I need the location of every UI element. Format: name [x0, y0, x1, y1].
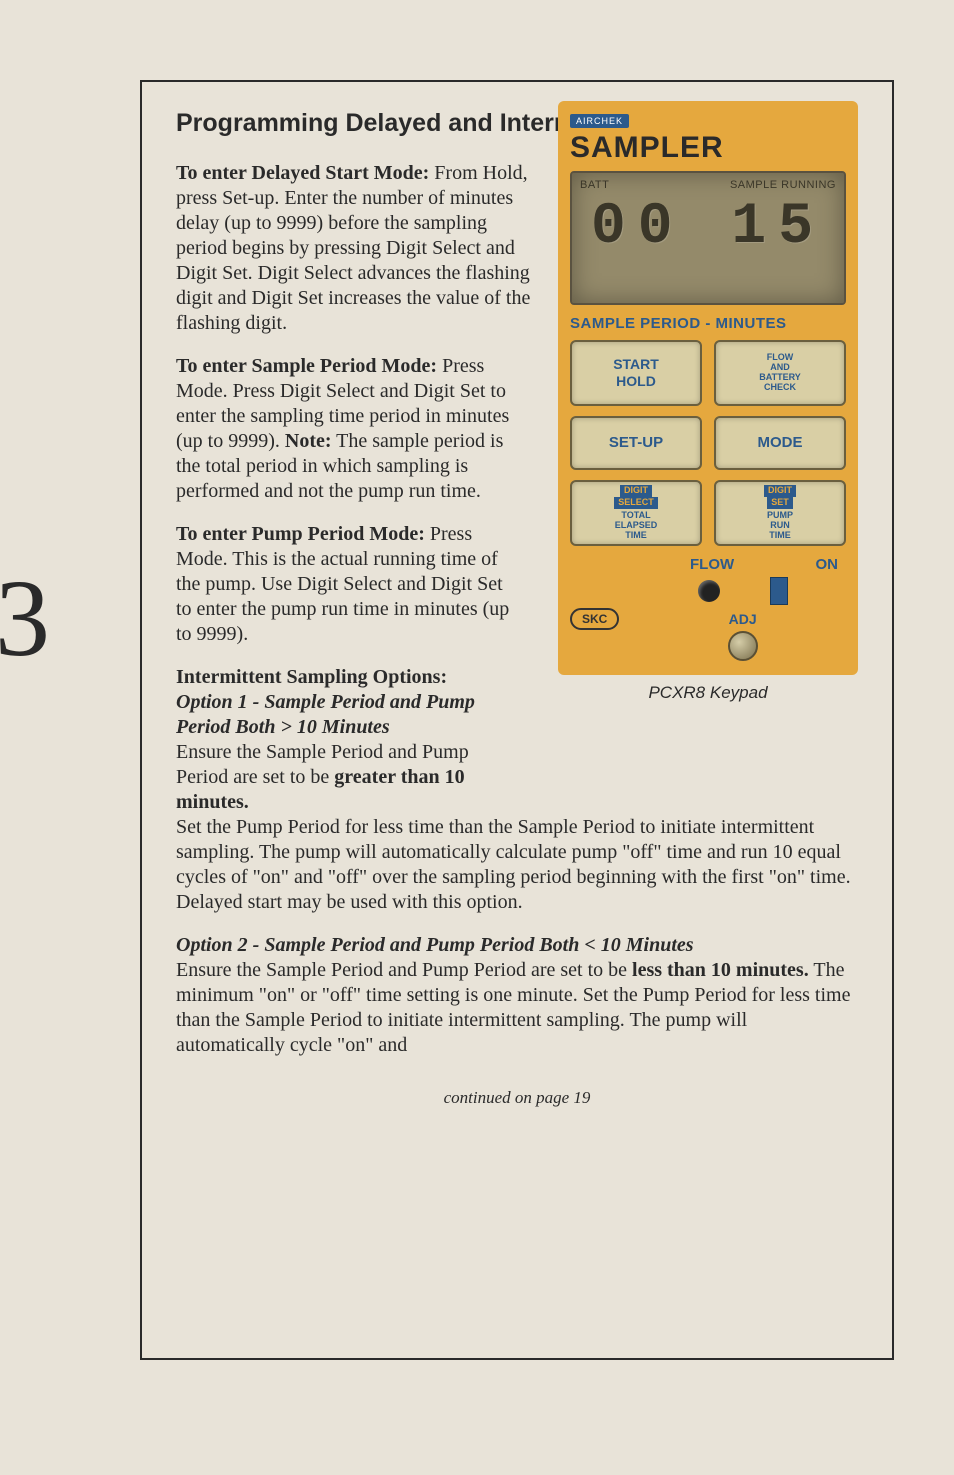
mode-button[interactable]: MODE	[714, 416, 846, 470]
flow-label: FLOW	[690, 556, 734, 573]
opt2-body-b: less than 10 minutes.	[632, 959, 809, 981]
bottom-row: SKC ADJ	[570, 577, 846, 661]
opt1-body-c: Set the Pump Period for less time than t…	[176, 816, 851, 913]
figure-caption: PCXR8 Keypad	[558, 683, 858, 703]
dset-l2: SET	[767, 497, 793, 509]
fb-l4: CHECK	[764, 383, 796, 393]
on-indicator	[770, 577, 788, 605]
lcd-indicators: BATT SAMPLE RUNNING	[572, 173, 844, 191]
lcd-digits: 00 15	[572, 191, 844, 257]
continued-note: continued on page 19	[176, 1088, 858, 1108]
lead-3: To enter Pump Period Mode:	[176, 523, 425, 545]
lead-4: Intermittent Sampling Options:	[176, 666, 447, 688]
page: 3 Programming Delayed and Intermittent S…	[0, 0, 954, 1475]
brand-big: SAMPLER	[570, 131, 846, 165]
para-pump-period: To enter Pump Period Mode: Press Mode. T…	[176, 522, 521, 647]
flow-knob[interactable]	[698, 580, 720, 602]
lead-1: To enter Delayed Start Mode:	[176, 162, 429, 184]
adj-screw[interactable]	[728, 631, 758, 661]
hold-label: HOLD	[616, 373, 656, 390]
skc-badge: SKC	[570, 608, 619, 630]
lead-2: To enter Sample Period Mode:	[176, 355, 437, 377]
button-row-1: START HOLD FLOW AND BATTERY CHECK	[570, 340, 846, 406]
ds-l5: TIME	[625, 531, 647, 541]
lcd-batt: BATT	[580, 179, 609, 191]
dset-l1: DIGIT	[764, 485, 796, 497]
para-sample-period: To enter Sample Period Mode: Press Mode.…	[176, 354, 521, 504]
sample-period-label: SAMPLE PERIOD - MINUTES	[570, 315, 846, 332]
keypad-device: AIRCHEK SAMPLER BATT SAMPLE RUNNING 00 1…	[558, 101, 858, 675]
para-intermittent-opt1-body: Set the Pump Period for less time than t…	[176, 815, 858, 915]
brand-small: AIRCHEK	[570, 114, 629, 128]
para-intermittent-opt1-head: Intermittent Sampling Options: Option 1 …	[176, 665, 521, 815]
dset-l5: TIME	[769, 531, 791, 541]
digit-select-button[interactable]: DIGIT SELECT TOTAL ELAPSED TIME	[570, 480, 702, 546]
content-box: Programming Delayed and Intermittent Sam…	[140, 80, 894, 1360]
para-intermittent-opt2: Option 2 - Sample Period and Pump Period…	[176, 933, 858, 1058]
start-label: START	[613, 356, 659, 373]
button-row-3: DIGIT SELECT TOTAL ELAPSED TIME DIGIT SE…	[570, 480, 846, 546]
device-figure: AIRCHEK SAMPLER BATT SAMPLE RUNNING 00 1…	[558, 101, 858, 703]
page-number: 3	[0, 555, 50, 682]
note-2: Note:	[285, 430, 332, 452]
opt1-title: Option 1 - Sample Period and Pump Period…	[176, 691, 475, 738]
ds-l2: SELECT	[614, 497, 658, 509]
button-row-2: SET-UP MODE	[570, 416, 846, 470]
digit-set-button[interactable]: DIGIT SET PUMP RUN TIME	[714, 480, 846, 546]
lcd-sample-running: SAMPLE RUNNING	[730, 179, 836, 191]
flow-battery-check-button[interactable]: FLOW AND BATTERY CHECK	[714, 340, 846, 406]
opt2-body-a: Ensure the Sample Period and Pump Period…	[176, 959, 632, 981]
start-hold-button[interactable]: START HOLD	[570, 340, 702, 406]
lcd-screen: BATT SAMPLE RUNNING 00 15	[570, 171, 846, 305]
adj-label: ADJ	[639, 611, 846, 627]
rest-1: From Hold, press Set-up. Enter the numbe…	[176, 162, 530, 334]
on-label: ON	[816, 556, 839, 573]
flow-on-label-row: FLOW ON	[570, 556, 846, 577]
ds-l1: DIGIT	[620, 485, 652, 497]
opt2-title: Option 2 - Sample Period and Pump Period…	[176, 934, 694, 956]
setup-button[interactable]: SET-UP	[570, 416, 702, 470]
